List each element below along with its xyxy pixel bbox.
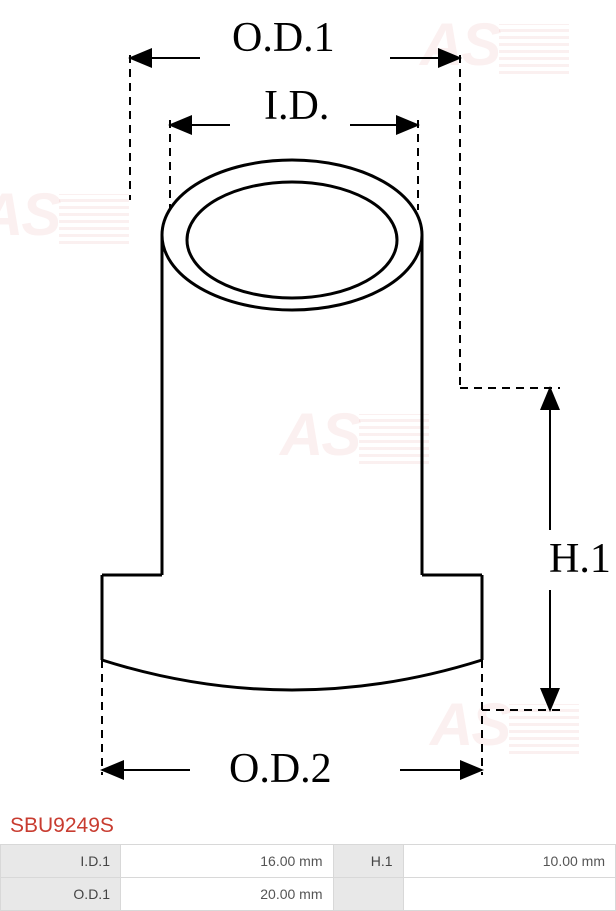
spec-label: H.1	[333, 845, 403, 878]
spec-table: I.D.116.00 mmH.110.00 mmO.D.120.00 mm	[0, 844, 616, 911]
spec-label	[333, 878, 403, 911]
spec-label: O.D.1	[1, 878, 121, 911]
dim-label-od2: O.D.2	[225, 745, 336, 793]
product-code: SBU9249S	[0, 810, 616, 844]
technical-diagram: AS AS AS AS	[0, 0, 616, 810]
spec-value: 10.00 mm	[403, 845, 616, 878]
dim-label-od1: O.D.1	[228, 14, 339, 62]
spec-label: I.D.1	[1, 845, 121, 878]
spec-value: 20.00 mm	[121, 878, 334, 911]
table-row: I.D.116.00 mmH.110.00 mm	[1, 845, 616, 878]
dim-label-id: I.D.	[260, 82, 333, 130]
table-row: O.D.120.00 mm	[1, 878, 616, 911]
spec-value	[403, 878, 616, 911]
spec-value: 16.00 mm	[121, 845, 334, 878]
dim-label-h1: H.1	[545, 535, 615, 583]
